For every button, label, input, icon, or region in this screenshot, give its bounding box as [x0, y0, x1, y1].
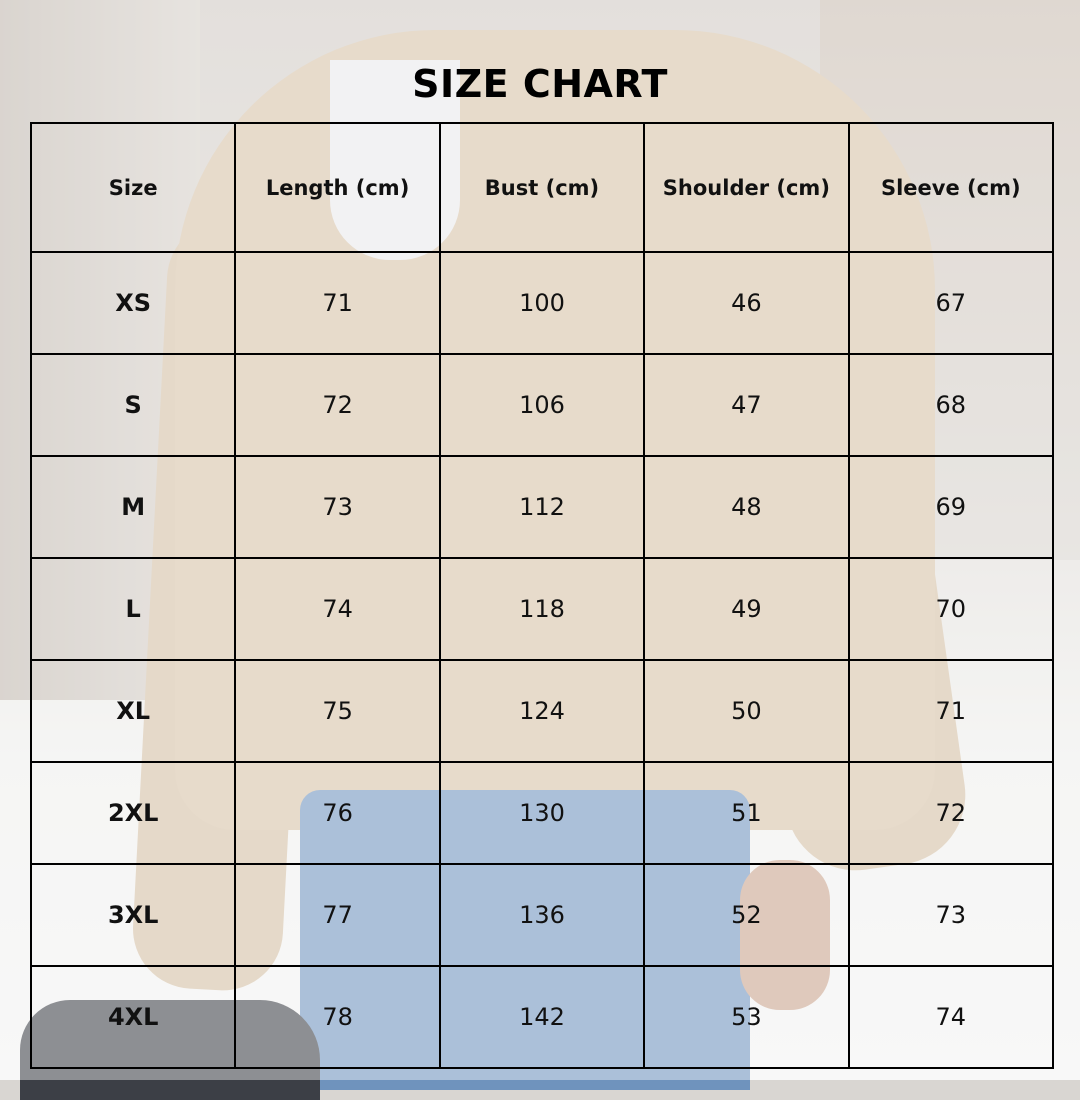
cell-bust: 100 — [438, 251, 646, 355]
cell-sleeve: 73 — [847, 863, 1055, 967]
table-row: S 72 106 47 68 — [29, 353, 1055, 457]
header-sleeve: Sleeve (cm) — [847, 122, 1055, 253]
cell-shoulder: 49 — [643, 557, 850, 661]
cell-bust: 130 — [438, 761, 646, 865]
cell-size: 2XL — [29, 761, 237, 865]
cell-sleeve: 67 — [847, 251, 1055, 355]
table-row: 4XL 78 142 53 74 — [29, 965, 1055, 1069]
cell-sleeve: 74 — [847, 965, 1055, 1069]
header-length: Length (cm) — [234, 122, 441, 253]
cell-shoulder: 51 — [643, 761, 850, 865]
table-row: L 74 118 49 70 — [29, 557, 1055, 661]
table-row: 3XL 77 136 52 73 — [29, 863, 1055, 967]
header-bust: Bust (cm) — [438, 122, 646, 253]
cell-size: 4XL — [29, 965, 237, 1069]
cell-size: XS — [29, 251, 237, 355]
cell-size: M — [29, 455, 237, 559]
cell-bust: 124 — [438, 659, 646, 763]
table-row: XS 71 100 46 67 — [29, 251, 1055, 355]
size-table: Size Length (cm) Bust (cm) Shoulder (cm)… — [29, 122, 1055, 1069]
table-row: XL 75 124 50 71 — [29, 659, 1055, 763]
header-shoulder: Shoulder (cm) — [643, 122, 850, 253]
cell-bust: 106 — [438, 353, 646, 457]
cell-sleeve: 70 — [847, 557, 1055, 661]
cell-bust: 118 — [438, 557, 646, 661]
cell-size: L — [29, 557, 237, 661]
cell-shoulder: 47 — [643, 353, 850, 457]
cell-sleeve: 71 — [847, 659, 1055, 763]
cell-sleeve: 68 — [847, 353, 1055, 457]
cell-length: 73 — [234, 455, 441, 559]
cell-sleeve: 72 — [847, 761, 1055, 865]
cell-shoulder: 53 — [643, 965, 850, 1069]
cell-shoulder: 50 — [643, 659, 850, 763]
cell-length: 74 — [234, 557, 441, 661]
cell-size: XL — [29, 659, 237, 763]
cell-bust: 142 — [438, 965, 646, 1069]
cell-length: 75 — [234, 659, 441, 763]
cell-shoulder: 52 — [643, 863, 850, 967]
cell-length: 78 — [234, 965, 441, 1069]
table-row: M 73 112 48 69 — [29, 455, 1055, 559]
header-size: Size — [29, 122, 237, 253]
cell-length: 76 — [234, 761, 441, 865]
cell-shoulder: 46 — [643, 251, 850, 355]
cell-size: S — [29, 353, 237, 457]
header-row: Size Length (cm) Bust (cm) Shoulder (cm)… — [29, 122, 1055, 253]
cell-length: 77 — [234, 863, 441, 967]
cell-length: 72 — [234, 353, 441, 457]
cell-shoulder: 48 — [643, 455, 850, 559]
table-row: 2XL 76 130 51 72 — [29, 761, 1055, 865]
cell-size: 3XL — [29, 863, 237, 967]
chart-title: SIZE CHART — [412, 62, 668, 106]
cell-bust: 112 — [438, 455, 646, 559]
cell-sleeve: 69 — [847, 455, 1055, 559]
cell-length: 71 — [234, 251, 441, 355]
cell-bust: 136 — [438, 863, 646, 967]
